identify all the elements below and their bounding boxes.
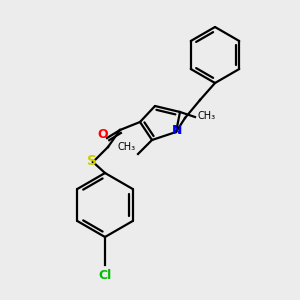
Text: S: S — [87, 154, 97, 168]
Text: CH₃: CH₃ — [118, 142, 136, 152]
Text: O: O — [98, 128, 108, 140]
Text: CH₃: CH₃ — [197, 111, 215, 121]
Text: Cl: Cl — [98, 269, 112, 282]
Text: N: N — [172, 124, 182, 137]
